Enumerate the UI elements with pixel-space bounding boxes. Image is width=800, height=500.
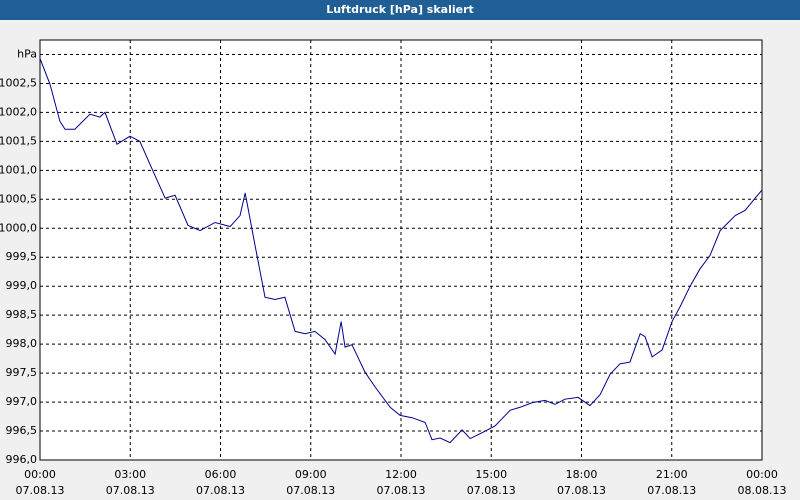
- x-tick-date: 07.08.13: [467, 484, 516, 497]
- x-tick-label: 18:00: [566, 468, 598, 481]
- y-tick-label: 1001,5: [0, 134, 37, 147]
- y-tick-label: 998,0: [6, 337, 38, 350]
- x-tick-label: 03:00: [114, 468, 146, 481]
- x-tick-label: 00:00: [746, 468, 778, 481]
- x-tick-date: 08.08.13: [738, 484, 787, 497]
- y-tick-label: 996,0: [6, 453, 38, 466]
- x-tick-date: 07.08.13: [557, 484, 606, 497]
- y-tick-label: 996,5: [6, 424, 38, 437]
- x-tick-date: 07.08.13: [377, 484, 426, 497]
- x-tick-label: 06:00: [205, 468, 237, 481]
- y-tick-label: 1002,0: [0, 105, 37, 118]
- title-bar: [0, 0, 800, 20]
- y-tick-label: 1001,0: [0, 163, 37, 176]
- x-tick-date: 07.08.13: [647, 484, 696, 497]
- y-tick-label: 997,0: [6, 395, 38, 408]
- data-line: [39, 58, 763, 444]
- x-tick-date: 07.08.13: [106, 484, 155, 497]
- y-tick-label: 997,5: [6, 366, 38, 379]
- chart-title: Luftdruck [hPa] skaliert: [326, 3, 474, 16]
- y-tick-label: hPa: [17, 47, 37, 60]
- y-tick-label: 998,5: [6, 308, 38, 321]
- x-tick-label: 09:00: [295, 468, 327, 481]
- y-tick-label: 999,5: [6, 250, 38, 263]
- x-tick-date: 07.08.13: [196, 484, 245, 497]
- x-tick-date: 07.08.13: [16, 484, 65, 497]
- y-tick-label: 1000,5: [0, 192, 37, 205]
- x-tick-label: 15:00: [475, 468, 507, 481]
- y-tick-label: 1002,5: [0, 76, 37, 89]
- y-tick-label: 1000,0: [0, 221, 37, 234]
- y-tick-label: 999,0: [6, 279, 38, 292]
- x-tick-label: 12:00: [385, 468, 417, 481]
- x-tick-label: 00:00: [24, 468, 56, 481]
- x-tick-label: 21:00: [656, 468, 688, 481]
- x-tick-date: 07.08.13: [286, 484, 335, 497]
